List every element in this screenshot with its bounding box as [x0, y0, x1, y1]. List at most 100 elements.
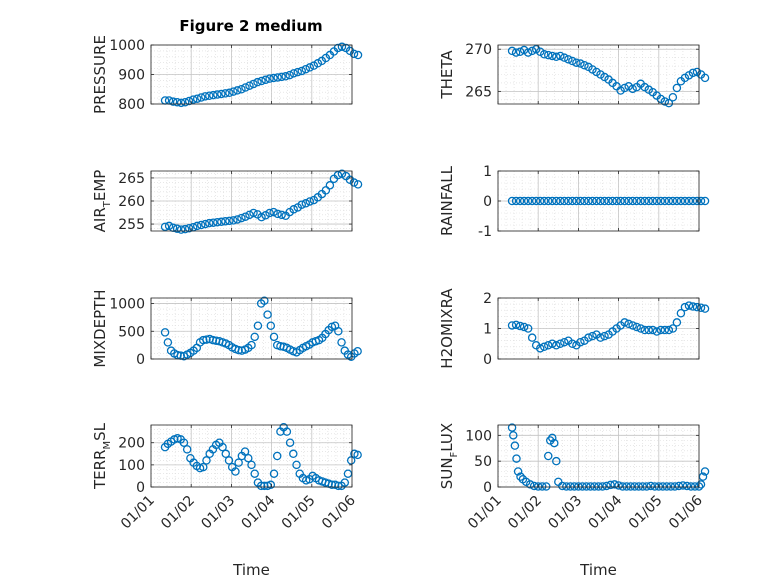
data-point: [672, 83, 682, 93]
data-point: [188, 95, 198, 104]
y-tick-label: 50: [474, 454, 492, 470]
y-tick-label: -1: [478, 224, 492, 240]
data-point: [537, 482, 547, 491]
data-point: [176, 98, 186, 108]
data-point: [660, 97, 670, 106]
y-axis-label: H2OMIXRA: [438, 288, 456, 369]
data-point: [664, 98, 674, 108]
data-point: [544, 341, 553, 350]
data-point: [628, 321, 637, 330]
data-point: [225, 88, 234, 98]
data-point: [261, 75, 270, 85]
data-point: [568, 56, 577, 66]
data-point: [614, 481, 623, 490]
data-point: [325, 181, 335, 190]
data-point: [678, 481, 688, 490]
data-point: [620, 196, 629, 206]
data-point: [564, 196, 573, 206]
y-tick-label: 0: [483, 480, 492, 496]
data-point: [285, 70, 294, 80]
data-point: [217, 89, 226, 99]
axes-box: [150, 297, 353, 360]
data-point: [217, 217, 226, 227]
y-tick-label: 270: [465, 42, 492, 58]
data-point: [558, 481, 567, 491]
axes-box: [497, 424, 700, 488]
data-point: [672, 196, 682, 206]
data-point: [660, 196, 670, 206]
data-point: [606, 480, 615, 490]
data-point: [682, 481, 692, 491]
data-point: [511, 320, 521, 330]
data-point: [572, 196, 581, 206]
data-point: [237, 85, 246, 94]
data-point: [602, 481, 611, 491]
data-point: [560, 53, 569, 62]
data-point: [229, 87, 238, 96]
data-point: [346, 456, 356, 465]
y-axis-label-part: AIR: [91, 207, 109, 232]
y-axis-label-part: SL: [91, 422, 109, 441]
data-point: [266, 480, 276, 490]
data-point: [337, 42, 347, 52]
y-tick-label: 0: [483, 352, 492, 368]
data-point: [523, 48, 533, 57]
data-point: [592, 196, 601, 206]
data-point: [650, 482, 660, 491]
data-point: [164, 221, 174, 231]
data-point: [539, 342, 549, 352]
y-axis-label-part: SUN: [438, 457, 456, 489]
data-point: [260, 296, 269, 306]
data-point: [340, 478, 350, 487]
y-tick-label: 1000: [109, 38, 145, 54]
data-point: [556, 339, 565, 348]
data-point: [550, 438, 559, 448]
y-tick-label: 500: [118, 324, 145, 340]
data-point: [646, 481, 656, 491]
y-axis-label-subscript: T: [102, 200, 113, 208]
data-point: [594, 482, 603, 491]
data-point: [560, 337, 569, 347]
data-point: [244, 453, 253, 463]
data-point: [516, 472, 525, 481]
data-point: [626, 482, 635, 491]
data-point: [281, 72, 290, 81]
data-point: [160, 328, 170, 337]
data-point: [636, 324, 645, 333]
data-point: [213, 217, 222, 227]
data-point: [289, 449, 298, 459]
data-point: [241, 83, 250, 92]
data-point: [616, 196, 625, 206]
data-point: [692, 302, 702, 312]
data-point: [578, 482, 587, 491]
data-point: [234, 345, 243, 355]
data-point: [349, 178, 359, 187]
y-axis-label: SUNFLUX: [438, 423, 460, 489]
data-point: [297, 66, 306, 76]
data-point: [509, 431, 518, 440]
data-point: [640, 325, 649, 335]
data-point: [241, 212, 250, 221]
figure-title: Figure 2 medium: [179, 17, 322, 35]
data-point: [570, 482, 579, 491]
data-point: [205, 91, 214, 100]
data-point: [192, 221, 202, 231]
data-point: [250, 469, 259, 478]
data-point: [292, 460, 301, 470]
data-point: [680, 196, 690, 206]
data-point: [652, 196, 662, 206]
data-point: [511, 48, 521, 57]
data-point: [285, 438, 295, 447]
data-point: [333, 43, 343, 53]
data-point: [640, 196, 649, 206]
data-point: [572, 58, 581, 67]
data-point: [692, 196, 702, 206]
data-point: [630, 482, 639, 491]
y-tick-label: 800: [118, 97, 145, 113]
data-point: [610, 480, 619, 489]
data-point: [652, 327, 662, 336]
data-point: [257, 212, 266, 222]
y-axis-label: THETA: [438, 50, 456, 100]
data-point: [596, 333, 605, 342]
data-point: [680, 302, 690, 312]
